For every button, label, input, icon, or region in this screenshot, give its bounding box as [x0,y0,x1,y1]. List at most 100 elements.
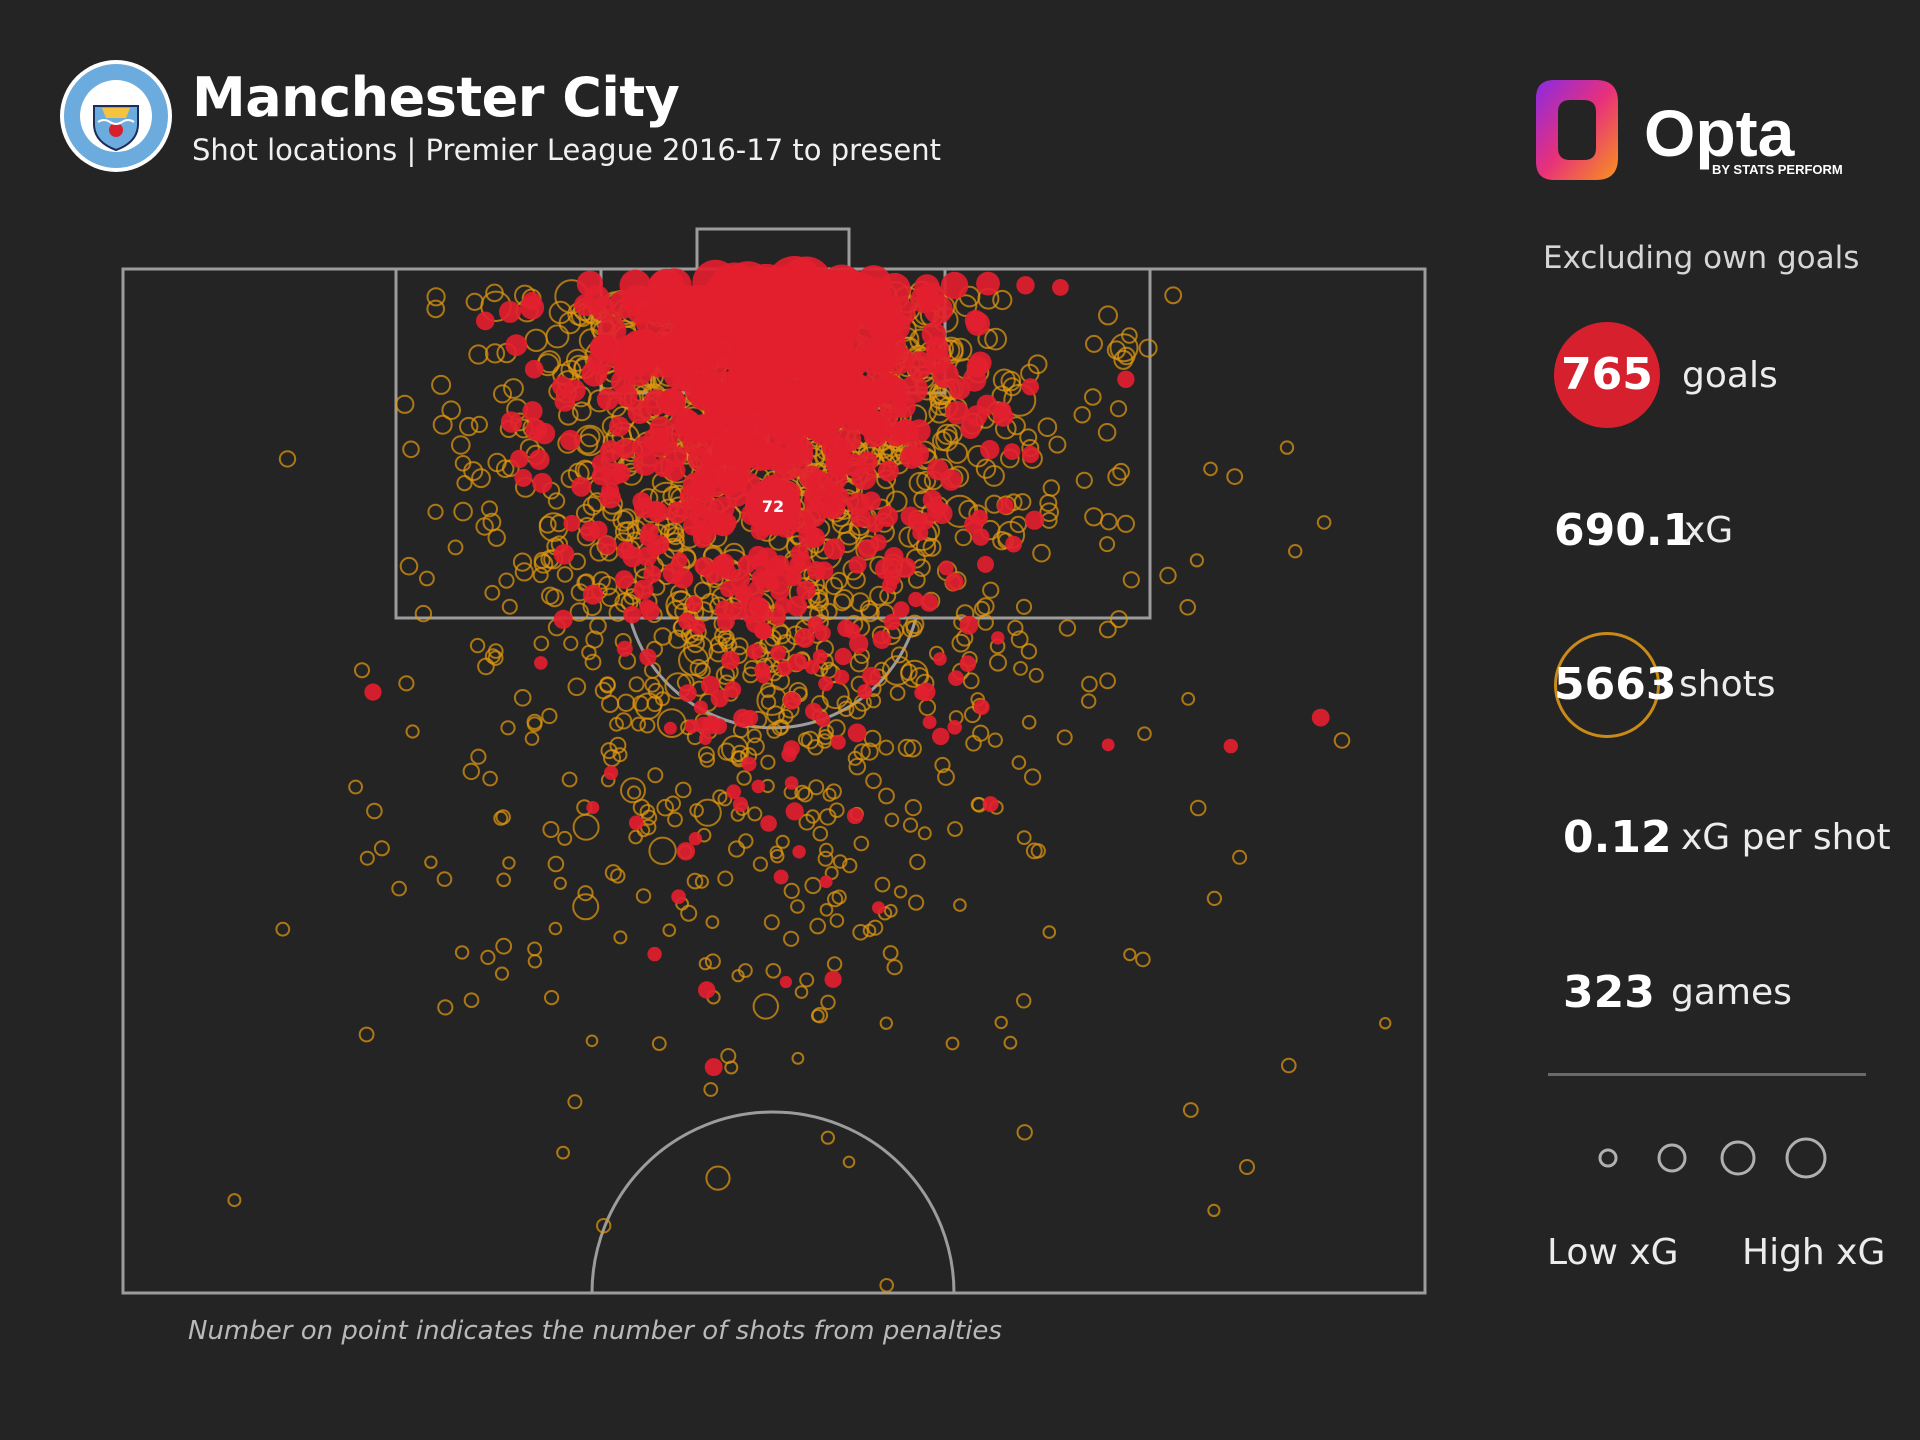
shot-point [278,450,297,468]
shot-point [878,787,895,805]
shot-point [878,739,895,756]
shot-point [905,614,925,634]
shot-point [867,919,884,936]
shot-point [830,571,848,590]
shot-point [424,855,438,869]
shot-point [977,614,994,631]
shot-point [860,475,895,510]
shot-point [481,500,498,518]
goal-point [668,338,704,375]
goal-point [945,400,969,425]
shot-point [886,959,903,976]
shot-point [712,789,728,805]
shot-point [456,475,473,492]
shot-point [437,999,454,1016]
footnote: Number on point indicates the number of … [188,1316,1002,1346]
goal-point [633,451,658,476]
panel-heading: Excluding own goals [1543,240,1860,276]
goal-point [647,433,672,458]
goal-point [524,359,544,379]
shot-point [557,830,573,846]
shot-point [527,941,542,957]
panel-divider [1548,1073,1866,1076]
shot-point [563,635,579,652]
shot-point [585,1034,599,1048]
goal-point [834,669,850,685]
shot-point [501,598,518,615]
shot-point [694,662,711,680]
shot-point [639,804,656,820]
goal-point [693,700,708,715]
goal-point [647,946,662,962]
opta-logo: Opta BY STATS PERFORM [1536,80,1843,180]
shot-point [628,676,645,693]
shot-point [717,870,734,887]
shot-point [527,954,543,969]
shot-point [395,394,415,414]
goal-point [600,440,622,462]
goal-point [755,668,772,684]
shot-point [599,677,616,694]
shot-point [1058,619,1077,637]
shot-point [470,415,488,433]
shot-point [1019,428,1038,447]
shot-point [936,423,958,445]
shot-point [495,937,513,955]
shot-point [824,577,844,596]
goal-point [1005,535,1022,553]
goal-point [576,270,604,297]
goal-point [818,676,834,692]
shot-point [812,825,829,842]
shot-point [610,868,626,884]
shot-point [760,694,777,710]
goal-point [798,525,822,549]
goal-point [1021,445,1040,464]
chart-title: Manchester City [192,66,680,129]
shot-point [579,426,601,448]
shot-point [874,876,891,893]
shot-point [937,768,955,786]
goal-point [751,779,766,794]
shot-point [1239,1159,1255,1175]
shot-point [651,1036,667,1051]
goal-point [628,815,644,831]
shot-point [496,872,512,888]
shot-point [916,470,937,491]
shot-point [783,882,800,900]
shot-point [829,802,845,819]
shot-point [1122,571,1140,589]
goal-point [932,727,950,746]
shot-point [227,1193,242,1208]
shot-point [987,732,1003,748]
goal-point [678,684,697,702]
goal-point [742,608,758,624]
goal-point [678,612,696,630]
goal-point [583,584,603,605]
shot-point [811,1007,829,1024]
goal-point [735,266,790,320]
goal-point [870,534,887,551]
shot-point [613,930,628,945]
goal-point [609,416,630,437]
shot-point [1013,661,1028,676]
shot-point [917,826,932,841]
shot-point [1109,610,1128,629]
shot-point [852,924,869,941]
goal-point [553,609,573,630]
goal-point [604,765,619,780]
shot-point [584,653,602,671]
shot-point [829,913,845,928]
shot-point [1121,327,1138,344]
shot-point [358,1026,375,1043]
shot-point [533,554,554,574]
shot-point [1109,333,1139,363]
shot-point [746,737,765,756]
shot-point [1000,370,1022,392]
goal-point [974,699,990,715]
shot-point [797,786,814,803]
shot-point [838,523,861,546]
goal-point [933,652,947,666]
goal-point [938,560,954,576]
goal-point [923,294,953,324]
shot-point [1003,1035,1018,1050]
